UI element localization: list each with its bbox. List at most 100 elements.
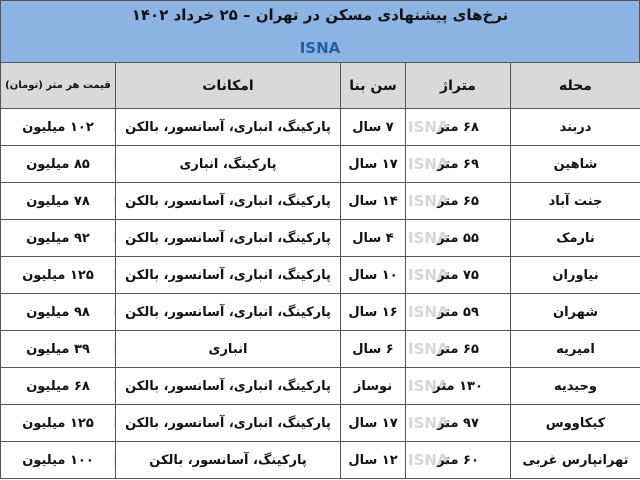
table-cell: ۶ سال [340,330,406,368]
table-row: نارمک ISNA ۵۵ متر ۴ سال پارکینگ، انباری، آسا… [0,219,640,257]
cell-text: ۱۴ سال [348,193,398,209]
table-cell: ۱۷ سال [340,145,406,183]
table-cell: ISNA ۳۹ میلیون [0,330,116,368]
watermark: ISNA [408,340,449,358]
table-cell: ISNA ۶۰ متر [405,441,511,479]
cell-text: ۱۲ سال [348,452,398,468]
table-cell: ISNA ۶۸ میلیون [0,367,116,405]
cell-text: ۳۹ میلیون [26,341,90,357]
table-cell: ۴ سال [340,219,406,257]
cell-text: ۱۲۵ میلیون [22,415,94,431]
cell-text: ۱۷ سال [348,415,398,431]
cell-text: ۱۷ سال [348,156,398,172]
table-cell: پارکینگ، انباری، آسانسور، بالکن [115,219,341,257]
watermark: ISNA [408,377,449,395]
table-row: تهرانپارس غربی ISNA ۶۰ متر ۱۲ سال پارکینگ، آ… [0,441,640,479]
table-row: جنت آباد ISNA ۶۵ متر ۱۴ سال پارکینگ، انباری،… [0,182,640,220]
table-cell: ۱۴ سال [340,182,406,220]
cell-text: انباری [208,341,248,357]
table-cell: دربند [510,108,640,146]
watermark: ISNA [408,266,449,284]
table-cell: ISNA ۹۲ میلیون [0,219,116,257]
table-cell: ۱۰ سال [340,256,406,294]
cell-text: نوساز [353,378,393,394]
cell-text: جنت آباد [548,193,603,209]
cell-text: پارکینگ، انباری [179,156,277,172]
cell-text: پارکینگ، انباری، آسانسور، بالکن [125,230,331,246]
table-cell: پارکینگ، انباری، آسانسور، بالکن [115,404,341,442]
cell-text: ۶۰ متر [437,452,479,468]
table-cell: نیاوران [510,256,640,294]
table-cell: ISNA ۹۷ متر [405,404,511,442]
table-row: وحیدیه ISNA ۱۳۰ متر نوساز پارکینگ، انباری، آ… [0,367,640,405]
table-cell: وحیدیه [510,367,640,405]
cell-text: کیکاووس [545,415,606,431]
watermark: ISNA [113,340,115,358]
cell-text: ۷۸ میلیون [26,193,90,209]
cell-text: ۴ سال [352,230,394,246]
table-cell: تهرانپارس غربی [510,441,640,479]
source: ISNA [299,39,341,57]
watermark: ISNA [408,451,449,469]
cell-text: ۱۰۰ میلیون [22,452,94,468]
table-cell: ۱۲ سال [340,441,406,479]
cell-text: ۵۵ متر [437,230,479,246]
cell-text: پارکینگ، انباری، آسانسور، بالکن [125,378,331,394]
table-cell: ISNA ۱۰۲ میلیون [0,108,116,146]
cell-text: ۱۶ سال [348,304,398,320]
watermark: ISNA [408,155,449,173]
table-cell: ISNA ۶۵ متر [405,330,511,368]
table-cell: پارکینگ، انباری، آسانسور، بالکن [115,293,341,331]
cell-text: دربند [559,119,592,135]
cell-text: ۶ سال [352,341,394,357]
table-cell: پارکینگ، انباری، آسانسور، بالکن [115,256,341,294]
cell-text: ۶۹ متر [437,156,479,172]
table-cell: شاهین [510,145,640,183]
table-cell: پارکینگ، انباری [115,145,341,183]
cell-text: تهرانپارس غربی [522,452,629,468]
cell-text: پارکینگ، آسانسور، بالکن [149,452,307,468]
cell-text: نیاوران [552,267,599,283]
table-row: دربند ISNA ۶۸ متر ۷ سال پارکینگ، انباری، آسا… [0,108,640,146]
cell-text: ۷ سال [352,119,394,135]
watermark: ISNA [113,266,115,284]
table-cell: ISNA ۹۸ میلیون [0,293,116,331]
column-header: قیمت هر متر (تومان) [0,62,116,109]
cell-text: پارکینگ، انباری، آسانسور، بالکن [125,267,331,283]
cell-text: ۹۲ میلیون [26,230,90,246]
table-cell: نارمک [510,219,640,257]
column-header: محله [510,62,640,109]
cell-text: پارکینگ، انباری، آسانسور، بالکن [125,304,331,320]
table-cell: ISNA ۵۵ متر [405,219,511,257]
cell-text: ۵۹ متر [437,304,479,320]
table-cell: ISNA ۶۹ متر [405,145,511,183]
table-cell: پارکینگ، آسانسور، بالکن [115,441,341,479]
table-cell: پارکینگ، انباری، آسانسور، بالکن [115,367,341,405]
table-row: نیاوران ISNA ۷۵ متر ۱۰ سال پارکینگ، انباری، … [0,256,640,294]
watermark: ISNA [408,303,449,321]
cell-text: ۶۵ متر [437,341,479,357]
cell-text: پارکینگ، انباری، آسانسور، بالکن [125,415,331,431]
header-row: محله متراژ سن بنا امکانات قیمت هر متر (تومان… [0,62,640,109]
column-header: امکانات [115,62,341,109]
title: نرخ‌های پیشنهادی مسکن در تهران – ۲۵ خردا… [131,6,509,24]
table-cell: ISNA ۸۵ میلیون [0,145,116,183]
price-table: محله متراژ سن بنا امکانات قیمت هر متر (تومان… [0,62,640,479]
watermark: ISNA [113,155,115,173]
table-cell: کیکاووس [510,404,640,442]
table-cell: شهران [510,293,640,331]
table-cell: نوساز [340,367,406,405]
table-cell: ۷ سال [340,108,406,146]
title-bar: نرخ‌های پیشنهادی مسکن در تهران – ۲۵ خردا… [0,0,640,63]
watermark: ISNA [408,229,449,247]
cell-text: ۱۰ سال [348,267,398,283]
cell-text: ۱۰۲ میلیون [22,119,94,135]
watermark: ISNA [408,414,449,432]
cell-text: شهران [552,304,598,320]
table-cell: ۱۷ سال [340,404,406,442]
watermark: ISNA [408,192,449,210]
cell-text: ۷۵ متر [437,267,479,283]
cell-text: ۱۳۰ متر [433,378,483,394]
